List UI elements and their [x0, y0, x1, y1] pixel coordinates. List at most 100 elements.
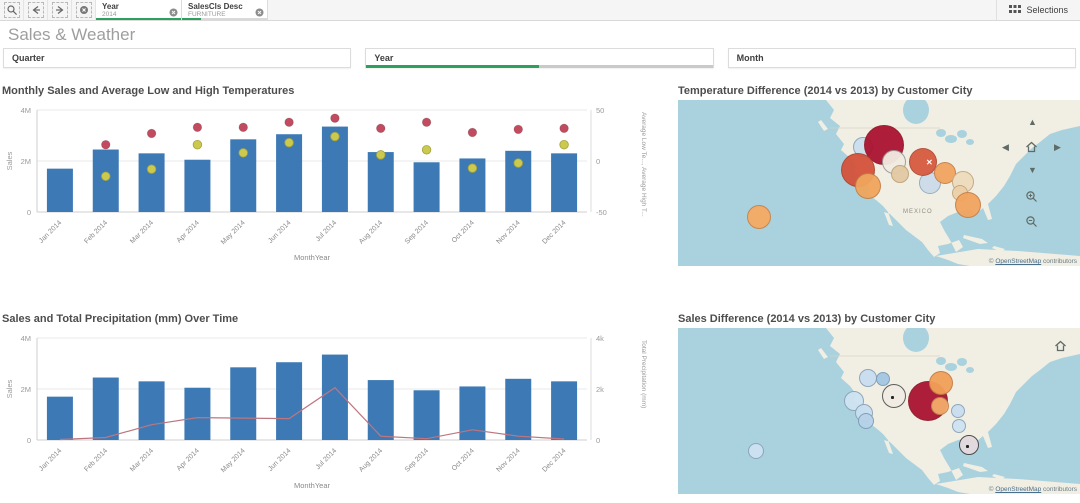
selection-chip-year[interactable]: Year 2014 [96, 0, 182, 20]
home-icon[interactable] [1054, 340, 1067, 354]
map-bubble[interactable] [955, 192, 981, 218]
map-country-label: MEXICO [903, 209, 933, 215]
x-axis-tick: Aug 2014 [358, 219, 384, 245]
selections-button[interactable]: Selections [996, 0, 1080, 20]
precipitation-line[interactable] [59, 386, 565, 441]
sales-bar[interactable] [184, 387, 211, 440]
high-temp-point[interactable] [421, 117, 432, 127]
selection-chip-salescls[interactable]: SalesCls Desc FURNITURE [182, 0, 268, 20]
map-bubble[interactable] [929, 371, 953, 395]
chart-title: Sales and Total Precipitation (mm) Over … [2, 313, 239, 325]
home-icon[interactable] [1025, 141, 1038, 155]
sales-bar[interactable] [184, 159, 211, 212]
combo-chart-sales-precipitation[interactable]: 0 2M 4M 0 2k 4k Sales Total Precipitation (mm) J… [2, 328, 658, 498]
step-forward-button[interactable] [48, 0, 72, 20]
low-temp-point[interactable] [238, 148, 248, 158]
map-canvas[interactable]: © OpenStreetMap contributors [678, 328, 1080, 494]
filter-label: Year [374, 53, 394, 63]
low-temp-point[interactable] [284, 137, 294, 148]
map-bubble[interactable] [876, 372, 890, 386]
map-bubble[interactable] [959, 435, 979, 455]
map-bubble[interactable] [931, 397, 949, 415]
sales-bar[interactable] [92, 377, 119, 440]
low-temp-point[interactable] [146, 164, 157, 174]
map-bubble[interactable] [858, 413, 874, 429]
chip-clear-icon[interactable] [255, 4, 264, 22]
sales-bar[interactable] [46, 396, 73, 440]
clear-selections-button[interactable] [72, 0, 96, 20]
map-bubble[interactable] [909, 148, 937, 176]
map-canvas[interactable]: MEXICO ✕ ▲ ◀ ▶ ▼ © OpenStreetMap contributo… [678, 100, 1080, 266]
low-temp-point[interactable] [421, 145, 432, 155]
x-axis-tick: Jun 2014 [267, 219, 292, 244]
low-temp-point[interactable] [467, 163, 478, 173]
selection-toolbar: Year 2014 SalesCls Desc FURNITURE Select… [0, 0, 1080, 21]
x-axis-tick: Feb 2014 [83, 219, 109, 245]
filter-row: Quarter Year Month [3, 48, 1076, 68]
high-temp-point[interactable] [376, 123, 386, 134]
left-axis-tick: 0 [27, 436, 31, 445]
low-temp-point[interactable] [101, 171, 111, 182]
smart-search-button[interactable] [0, 0, 24, 20]
map-bubble[interactable] [748, 443, 764, 459]
filter-selection-bar [366, 65, 713, 68]
map-bubble[interactable] [951, 404, 965, 418]
pan-up-icon[interactable]: ▲ [1028, 117, 1037, 127]
right-axis-tick: 50 [596, 106, 604, 115]
sales-bar[interactable] [230, 367, 257, 440]
combo-chart-sales-temperature[interactable]: 0 2M 4M -50 0 50 Sales Average Low Te..., Avera… [2, 100, 658, 270]
low-temp-point[interactable] [192, 139, 203, 150]
zoom-in-icon[interactable] [1025, 190, 1038, 205]
high-temp-point[interactable] [146, 128, 157, 139]
filter-label: Quarter [12, 53, 45, 63]
map-bubble[interactable] [882, 384, 906, 408]
low-temp-point[interactable] [376, 150, 386, 160]
high-temp-point[interactable] [467, 127, 478, 138]
map-attribution: © OpenStreetMap contributors [989, 486, 1077, 493]
high-temp-point[interactable] [192, 122, 203, 133]
filter-quarter[interactable]: Quarter [3, 48, 352, 68]
high-temp-point[interactable] [559, 123, 569, 134]
x-axis-tick: Aug 2014 [358, 447, 384, 473]
map-sales-difference: Sales Difference (2014 vs 2013) by Custo… [678, 313, 1080, 494]
pan-down-icon[interactable]: ▼ [1028, 165, 1037, 175]
sales-bar[interactable] [46, 168, 73, 212]
chart-title: Monthly Sales and Average Low and High T… [2, 85, 295, 97]
x-axis-tick: Apr 2014 [176, 447, 201, 472]
sales-bar[interactable] [138, 153, 165, 212]
sales-bar[interactable] [413, 162, 440, 212]
selections-label: Selections [1026, 5, 1068, 15]
sales-bar[interactable] [276, 362, 303, 440]
chip-clear-icon[interactable] [169, 4, 178, 22]
high-temp-point[interactable] [101, 139, 111, 150]
filter-month[interactable]: Month [727, 48, 1076, 68]
page-title: Sales & Weather [8, 25, 136, 44]
search-icon [3, 2, 20, 18]
step-back-button[interactable] [24, 0, 48, 20]
map-bubble[interactable] [855, 173, 881, 199]
sales-bar[interactable] [551, 153, 578, 212]
sales-bar[interactable] [551, 381, 578, 440]
sales-bar[interactable] [505, 378, 532, 440]
pan-left-icon[interactable]: ◀ [1002, 142, 1009, 152]
low-temp-point[interactable] [330, 131, 340, 142]
high-temp-point[interactable] [513, 124, 523, 135]
map-bubble[interactable] [859, 369, 877, 387]
sales-bar[interactable] [367, 380, 394, 440]
sales-bar[interactable] [413, 390, 440, 440]
low-temp-point[interactable] [513, 158, 523, 168]
filter-year[interactable]: Year [365, 48, 714, 68]
sales-bar[interactable] [367, 152, 394, 212]
openstreetmap-link[interactable]: OpenStreetMap [995, 258, 1042, 265]
high-temp-point[interactable] [238, 122, 248, 133]
map-bubble[interactable] [891, 165, 909, 183]
low-temp-point[interactable] [559, 139, 569, 150]
openstreetmap-link[interactable]: OpenStreetMap [995, 486, 1042, 493]
high-temp-point[interactable] [284, 117, 294, 127]
sales-bar[interactable] [138, 381, 165, 440]
pan-right-icon[interactable]: ▶ [1054, 142, 1061, 152]
zoom-out-icon[interactable] [1025, 215, 1038, 230]
map-bubble[interactable] [952, 419, 966, 433]
map-bubble[interactable] [747, 205, 771, 229]
high-temp-point[interactable] [330, 113, 340, 123]
